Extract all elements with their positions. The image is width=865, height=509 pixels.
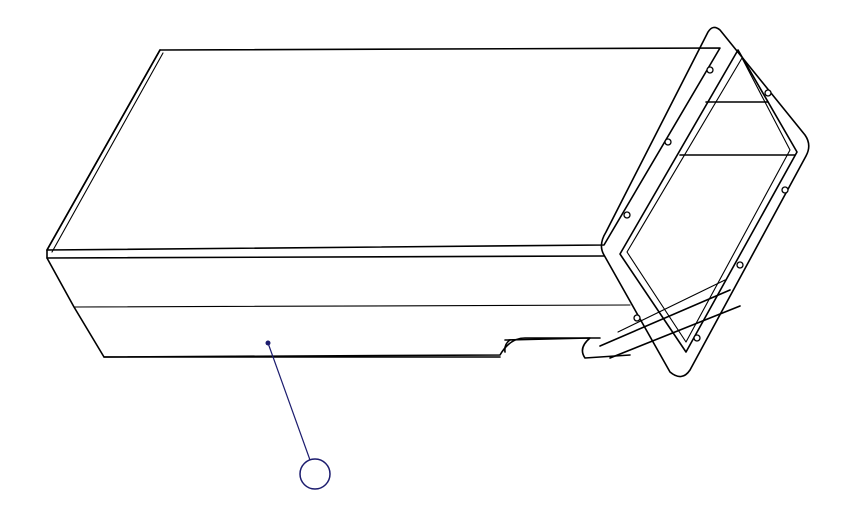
flange-hole: [764, 89, 772, 97]
flange-hole: [623, 211, 631, 219]
callout-1: [265, 340, 331, 490]
rod-line-1: [599, 289, 731, 347]
top-panel-outline: [46, 47, 721, 251]
flange-hole: [781, 186, 789, 194]
flange-hole: [664, 138, 672, 146]
flange-inner-2: [626, 57, 791, 343]
left-edge-inner: [51, 52, 164, 253]
flange-outer: [600, 26, 810, 378]
leader-line: [267, 342, 311, 461]
front-panel-seam: [73, 304, 631, 308]
left-edge: [46, 49, 161, 251]
front-panel-outline: [46, 249, 601, 358]
cable-upper: [504, 337, 631, 359]
flange-hole: [736, 261, 744, 269]
flange-frame: [600, 26, 810, 378]
enclosure-body: [46, 47, 741, 359]
flange-inner: [619, 49, 798, 353]
rod-line-2: [609, 305, 741, 359]
callout-balloon: [299, 458, 331, 490]
rod-line-3: [617, 279, 726, 333]
cable-lower: [504, 339, 511, 353]
front-panel-ridge: [46, 255, 605, 259]
flange-hole: [633, 314, 641, 322]
flange-hole: [693, 334, 701, 342]
flange-hole: [706, 66, 714, 74]
